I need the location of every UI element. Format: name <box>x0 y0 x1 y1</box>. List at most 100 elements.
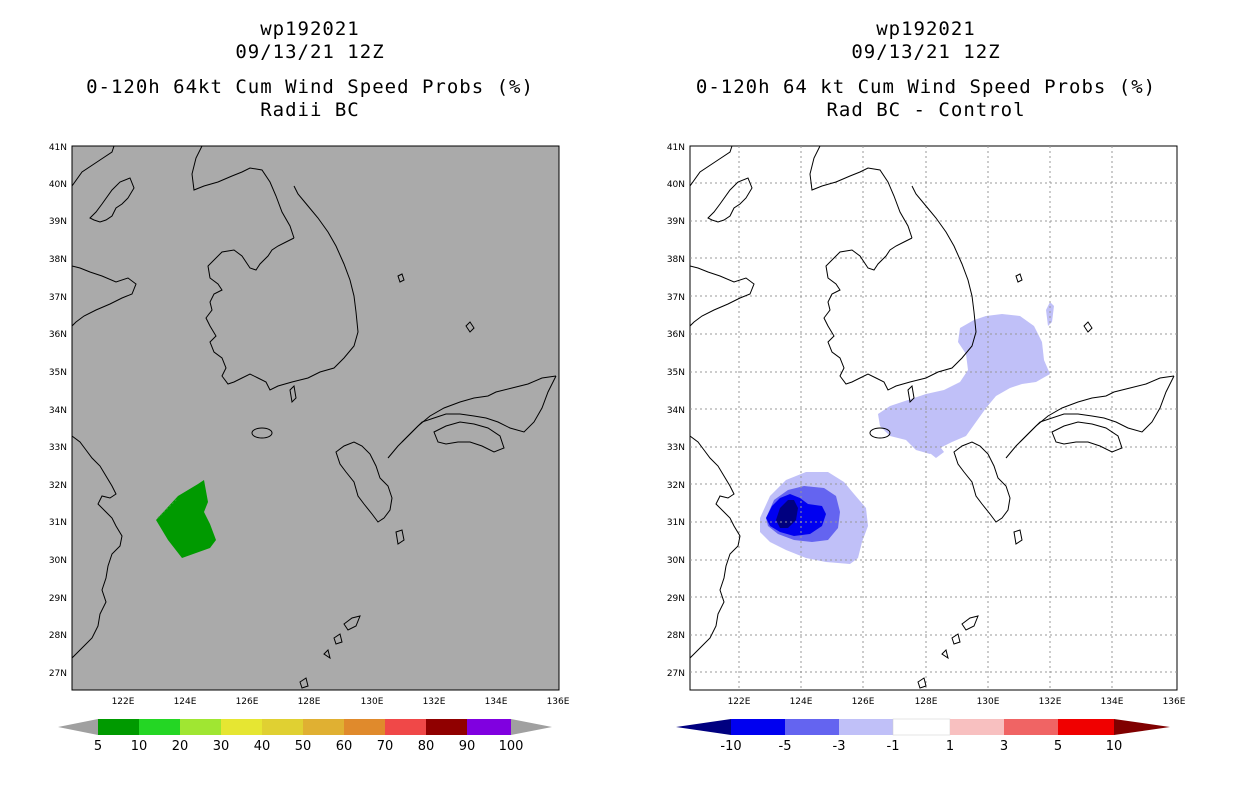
lat-label: 33N <box>667 443 685 453</box>
colorbar-label: -3 <box>833 739 846 754</box>
colorbar-swatch <box>303 719 344 735</box>
colorbar-swatch <box>262 719 303 735</box>
lat-label: 38N <box>49 255 67 265</box>
colorbar-label: 90 <box>459 739 476 754</box>
lat-label: 30N <box>667 556 685 566</box>
colorbar-swatch <box>139 719 180 735</box>
lat-label: 33N <box>49 443 67 453</box>
lat-label: 32N <box>667 481 685 491</box>
lon-label: 124E <box>174 697 197 707</box>
colorbar-swatch <box>950 719 1004 735</box>
date-time: 09/13/21 12Z <box>235 41 385 63</box>
lat-label: 35N <box>49 368 67 378</box>
right-map <box>689 145 1178 691</box>
colorbar-label: 80 <box>418 739 435 754</box>
product-name: 0-120h 64kt Cum Wind Speed Probs (%) <box>86 76 534 98</box>
colorbar-label: 20 <box>172 739 189 754</box>
lat-label: 36N <box>49 330 67 340</box>
date-time: 09/13/21 12Z <box>851 41 1001 63</box>
lat-label: 32N <box>49 481 67 491</box>
colorbar-swatch <box>839 719 893 735</box>
lon-label: 132E <box>423 697 446 707</box>
colorbar-label: 100 <box>499 739 524 754</box>
lat-label: 37N <box>667 293 685 303</box>
lon-label: 126E <box>852 697 875 707</box>
lat-label: 34N <box>667 406 685 416</box>
lon-label: 132E <box>1039 697 1062 707</box>
lat-label: 41N <box>667 143 685 153</box>
lat-label: 40N <box>49 180 67 190</box>
lat-label: 40N <box>667 180 685 190</box>
colorbar-label: 10 <box>1106 739 1123 754</box>
lon-label: 126E <box>236 697 259 707</box>
colorbar-label: 60 <box>336 739 353 754</box>
lat-label: 39N <box>667 217 685 227</box>
lat-label: 31N <box>49 518 67 528</box>
colorbar-label: 10 <box>131 739 148 754</box>
colorbar-swatch <box>892 718 951 736</box>
colorbar-swatch <box>426 719 467 735</box>
lat-label: 38N <box>667 255 685 265</box>
lat-label: 30N <box>49 556 67 566</box>
colorbar-swatch <box>344 719 385 735</box>
lat-label: 39N <box>49 217 67 227</box>
lat-label: 29N <box>49 594 67 604</box>
colorbar-label: -10 <box>720 739 741 754</box>
lat-label: 27N <box>667 669 685 679</box>
probability-region <box>156 480 216 558</box>
colorbar-label: 1 <box>946 739 954 754</box>
run-name: Rad BC - Control <box>826 99 1026 121</box>
axis-labels: 41N 40N 39N 38N 37N 36N 35N 34N 33N 32N … <box>49 143 1186 707</box>
right-panel-title: wp192021 09/13/21 12Z 0-120h 64 kt Cum W… <box>646 18 1206 122</box>
colorbar-swatch <box>1058 719 1114 735</box>
colorbar-swatch <box>785 719 839 735</box>
lat-label: 28N <box>667 631 685 641</box>
lon-label: 136E <box>547 697 570 707</box>
storm-id: wp192021 <box>876 18 976 40</box>
lon-label: 136E <box>1163 697 1186 707</box>
colorbar-swatch <box>180 719 221 735</box>
colorbar-swatch <box>467 719 511 735</box>
lon-label: 128E <box>915 697 938 707</box>
colorbar-label: -1 <box>887 739 900 754</box>
lon-label: 122E <box>728 697 751 707</box>
lat-label: 35N <box>667 368 685 378</box>
colorbar-label: 5 <box>1054 739 1062 754</box>
lon-label: 134E <box>1101 697 1124 707</box>
lon-label: 130E <box>977 697 1000 707</box>
lat-label: 41N <box>49 143 67 153</box>
lat-label: 34N <box>49 406 67 416</box>
lon-label: 134E <box>485 697 508 707</box>
colorbar-swatch <box>98 719 139 735</box>
lat-label: 27N <box>49 669 67 679</box>
colorbar-label: 3 <box>1000 739 1008 754</box>
lon-label: 124E <box>790 697 813 707</box>
product-name: 0-120h 64 kt Cum Wind Speed Probs (%) <box>695 76 1157 98</box>
colorbar-swatch <box>221 719 262 735</box>
colorbar-label: 70 <box>377 739 394 754</box>
colorbar-label: 30 <box>213 739 230 754</box>
colorbar-swatch <box>385 719 426 735</box>
colorbar-swatch <box>1004 719 1058 735</box>
lon-label: 122E <box>112 697 135 707</box>
lon-label: 128E <box>298 697 321 707</box>
lon-label: 130E <box>361 697 384 707</box>
colorbar-label: 50 <box>295 739 312 754</box>
colorbar-swatch <box>731 719 785 735</box>
colorbar-label: 5 <box>94 739 102 754</box>
left-colorbar: 5 10 20 30 40 50 60 70 80 90 100 <box>58 719 552 754</box>
run-name: Radii BC <box>260 99 360 121</box>
storm-id: wp192021 <box>260 18 360 40</box>
lat-label: 28N <box>49 631 67 641</box>
colorbar-label: 40 <box>254 739 271 754</box>
left-map <box>71 145 560 691</box>
right-colorbar: -10 -5 -3 -1 1 3 5 10 <box>676 718 1170 754</box>
difference-contour-neg1 <box>878 314 1050 454</box>
lat-label: 36N <box>667 330 685 340</box>
left-panel-title: wp192021 09/13/21 12Z 0-120h 64kt Cum Wi… <box>30 18 590 122</box>
lat-label: 37N <box>49 293 67 303</box>
lat-label: 31N <box>667 518 685 528</box>
lat-label: 29N <box>667 594 685 604</box>
colorbar-label: -5 <box>779 739 792 754</box>
